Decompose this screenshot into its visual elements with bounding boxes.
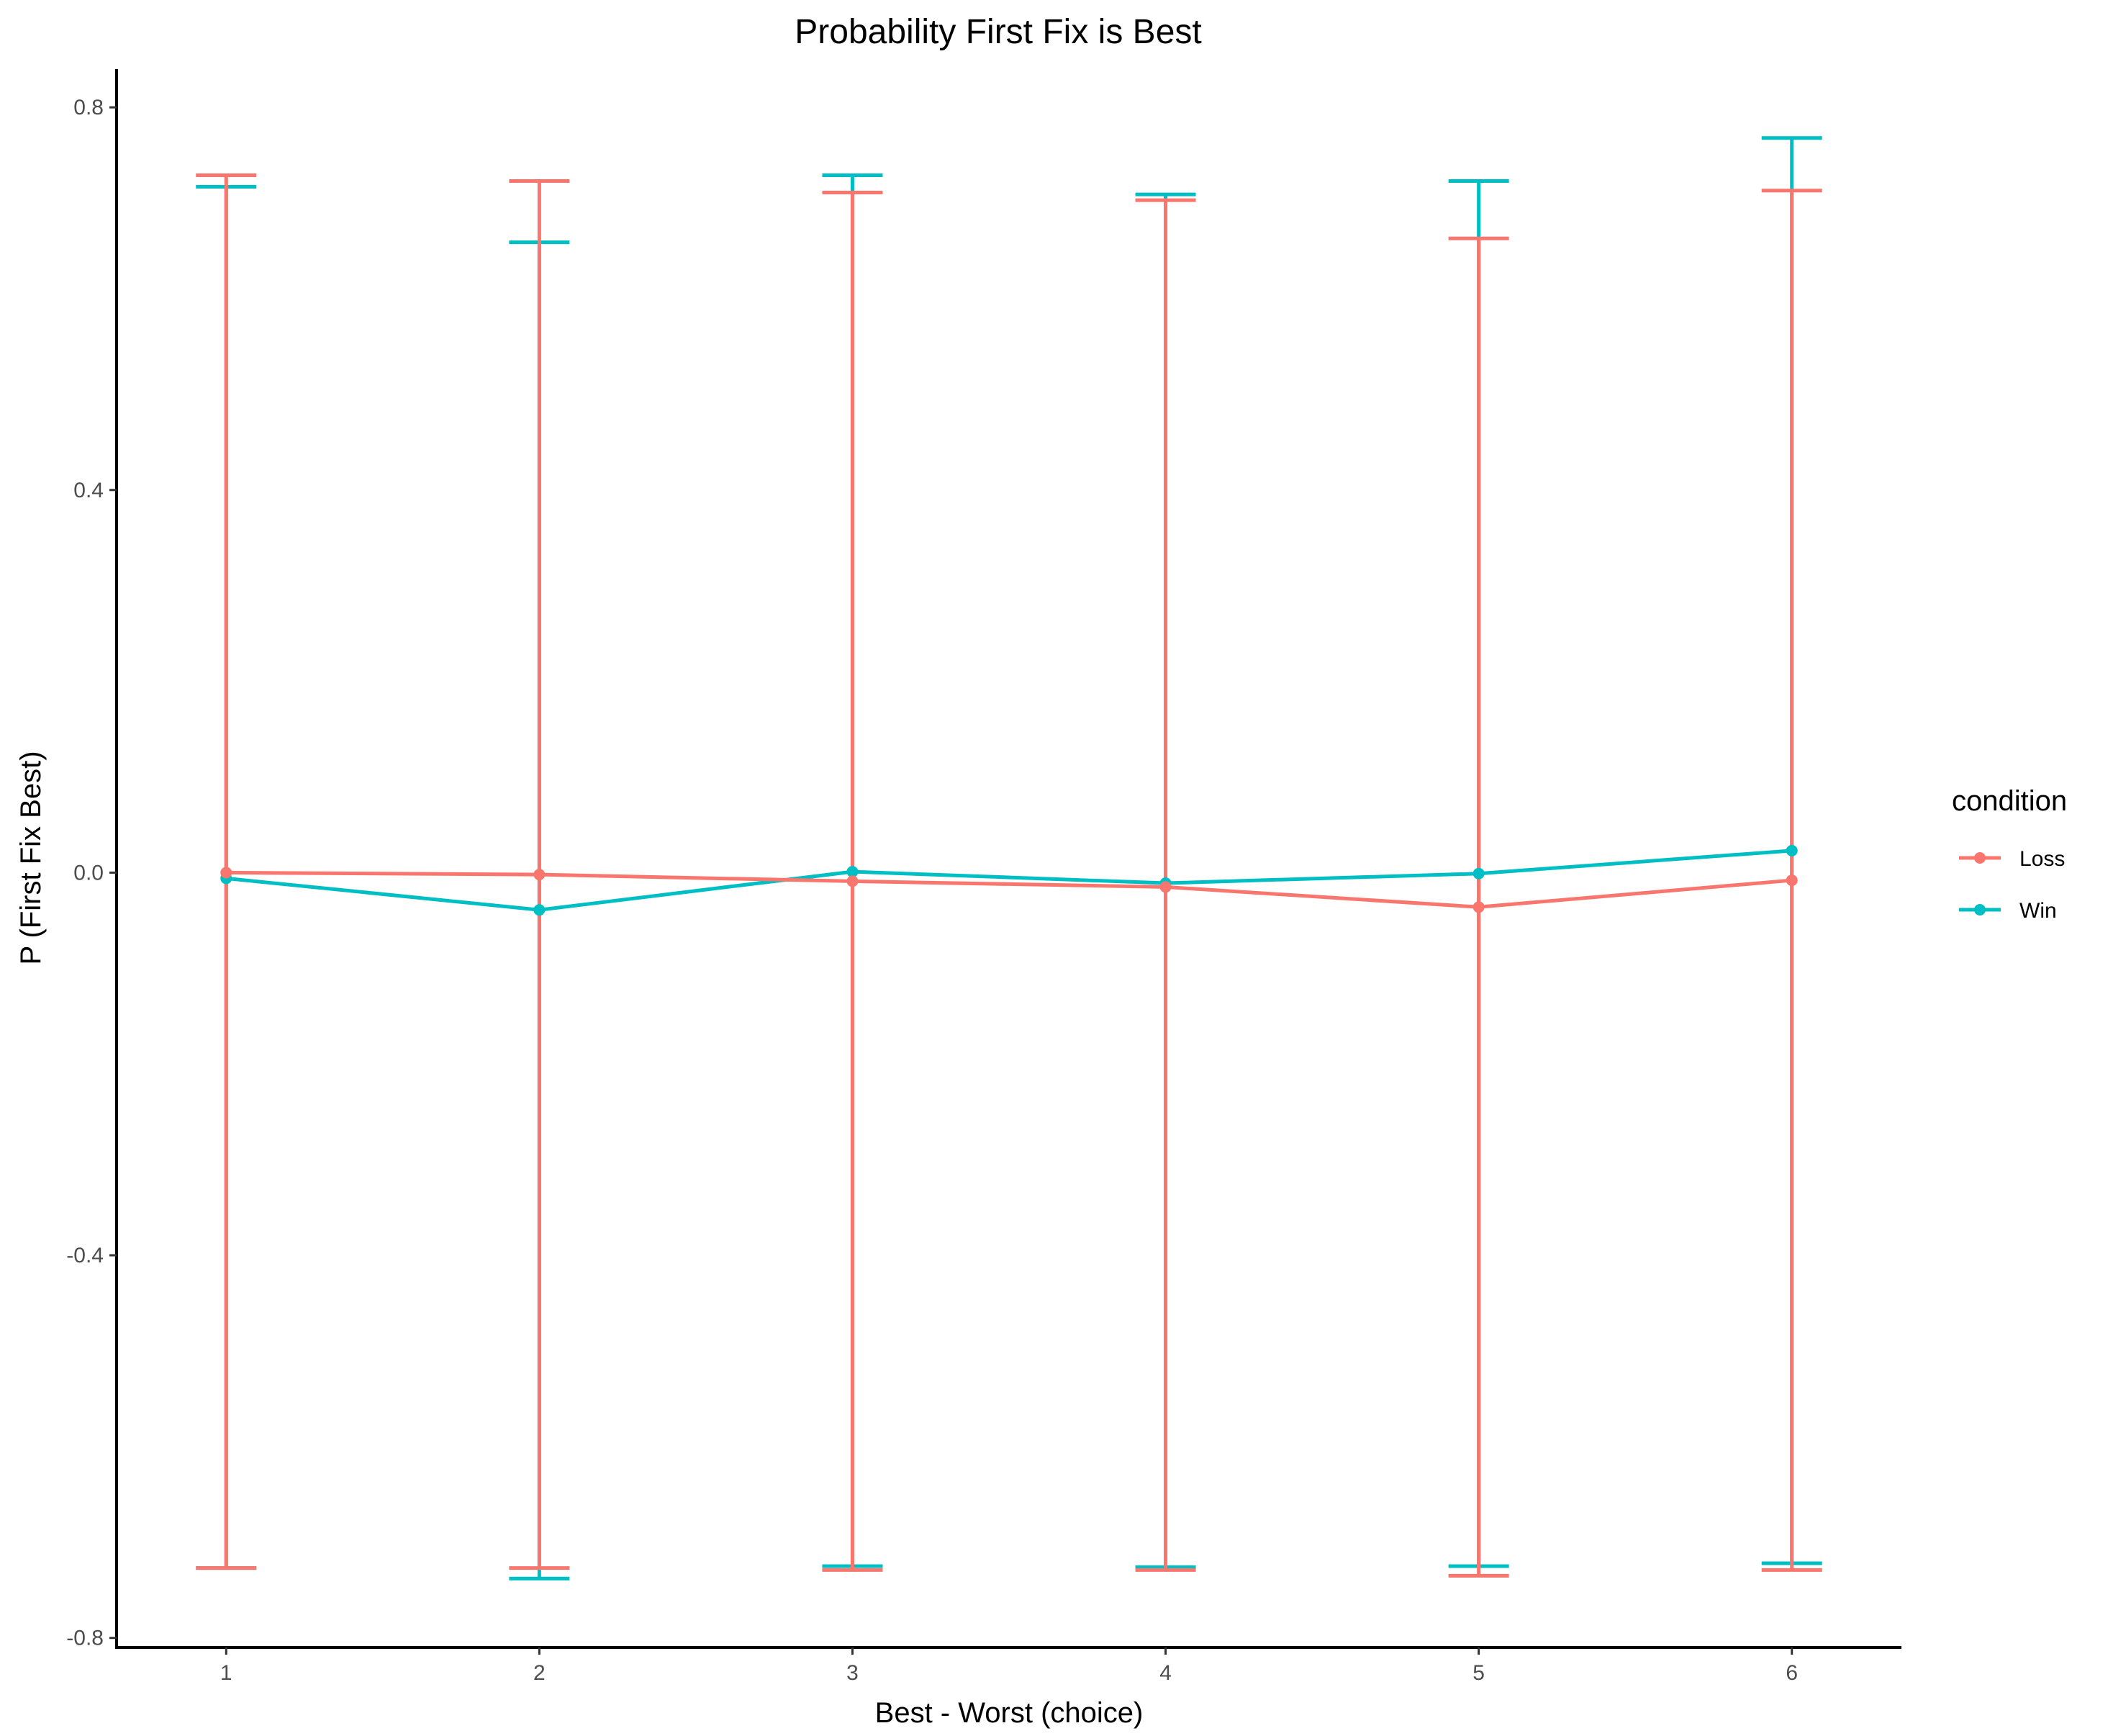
legend-label: Loss — [2019, 847, 2065, 871]
data-point — [846, 866, 859, 878]
data-point — [1786, 874, 1798, 887]
series-line — [226, 849, 1792, 912]
data-point — [846, 875, 859, 887]
legend-title: condition — [1952, 785, 2067, 817]
y-axis-title: P (First Fix Best) — [15, 751, 47, 964]
x-axis-title: Best - Worst (choice) — [875, 1697, 1144, 1729]
plot-area — [196, 136, 1822, 1581]
chart-title: Probability First Fix is Best — [795, 13, 1201, 51]
x-tick-label: 6 — [1786, 1661, 1798, 1685]
x-axis-ticks: 1 2 3 4 5 6 — [220, 1647, 1798, 1685]
x-tick-label: 1 — [220, 1661, 232, 1685]
legend: condition Loss Win — [1952, 785, 2067, 923]
data-point — [1473, 901, 1485, 913]
y-tick-label: 0.4 — [73, 479, 104, 502]
series-line — [226, 870, 1792, 909]
legend-label: Win — [2019, 899, 2057, 923]
data-point — [533, 904, 546, 916]
y-tick-label: 0.0 — [73, 861, 104, 885]
y-tick-label: -0.8 — [66, 1627, 104, 1650]
data-point — [1473, 867, 1485, 880]
data-point — [1786, 844, 1798, 856]
y-axis-ticks: -0.8 -0.4 0.0 0.4 0.8 — [66, 96, 117, 1650]
data-point — [533, 869, 546, 881]
legend-key-point — [1974, 904, 1986, 916]
x-tick-label: 3 — [846, 1661, 859, 1685]
series-line-group-loss — [220, 867, 1798, 913]
data-point — [220, 867, 232, 879]
y-tick-label: 0.8 — [73, 96, 104, 119]
x-tick-label: 2 — [533, 1661, 546, 1685]
legend-key-point — [1974, 852, 1986, 864]
data-point — [1159, 881, 1172, 893]
x-tick-label: 5 — [1473, 1661, 1485, 1685]
y-tick-label: -0.4 — [66, 1244, 104, 1267]
x-tick-label: 4 — [1159, 1661, 1172, 1685]
